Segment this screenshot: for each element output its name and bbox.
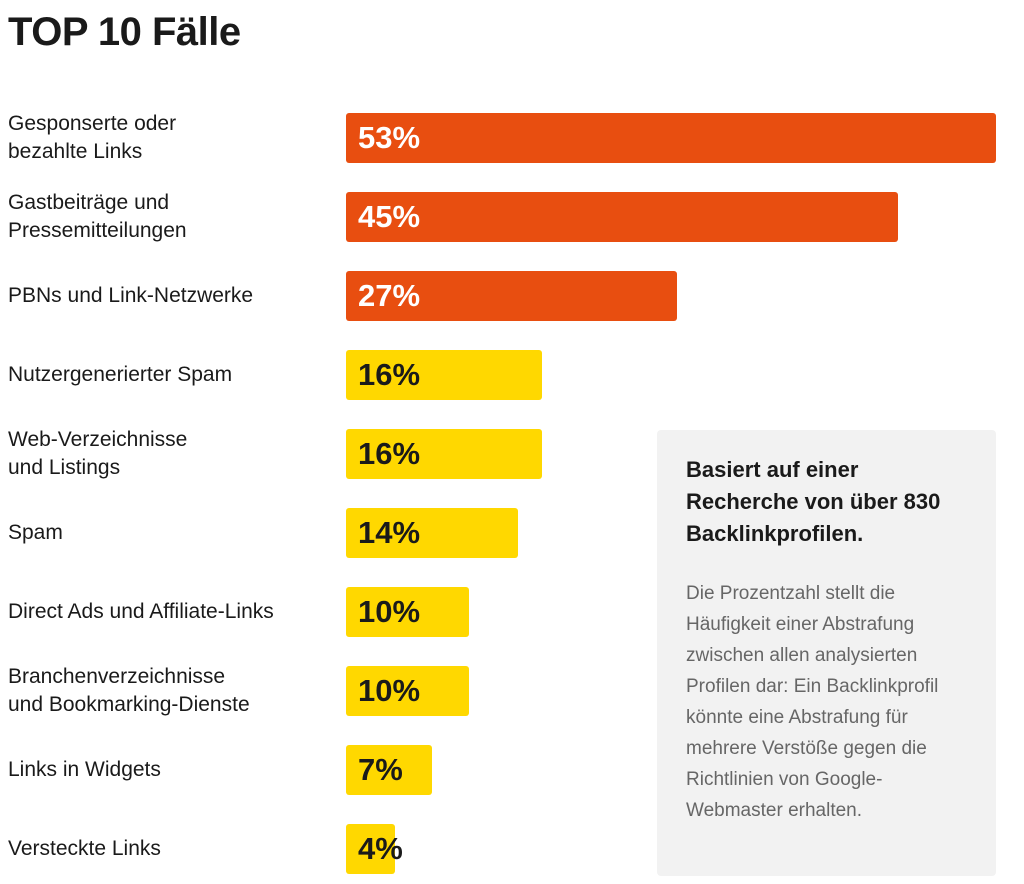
note-box: Basiert auf einer Recherche von über 830…	[657, 430, 996, 876]
note-title: Basiert auf einer Recherche von über 830…	[686, 457, 941, 546]
value-label: 7%	[358, 752, 403, 787]
category-label: Branchenverzeichnisse und Bookmarking-Di…	[8, 665, 250, 716]
category-label: Nutzergenerierter Spam	[8, 363, 233, 386]
bar	[346, 429, 543, 479]
value-label: 16%	[358, 436, 421, 471]
bar	[346, 587, 469, 637]
category-label: Versteckte Links	[8, 837, 161, 860]
bar	[346, 192, 898, 242]
bar	[346, 350, 543, 400]
category-label: Gastbeiträge und Pressemitteilungen	[8, 191, 187, 242]
bar	[346, 824, 396, 874]
category-label: PBNs und Link-Netzwerke	[8, 284, 254, 307]
bar	[346, 666, 469, 716]
bar	[346, 508, 518, 558]
value-label: 4%	[358, 831, 403, 866]
value-label: 45%	[358, 199, 421, 234]
value-label: 53%	[358, 120, 421, 155]
value-label: 10%	[358, 594, 421, 629]
bar	[346, 271, 678, 321]
category-label: Spam	[8, 521, 63, 544]
category-label: Links in Widgets	[8, 758, 161, 781]
bar	[346, 113, 996, 163]
note-text: Die Prozentzahl stellt die Häufigkeit ei…	[686, 583, 939, 821]
category-label: Direct Ads und Affiliate-Links	[8, 600, 274, 623]
bar	[346, 745, 432, 795]
value-label: 14%	[358, 515, 421, 550]
category-label: Gesponserte oder bezahlte Links	[8, 112, 177, 163]
value-label: 16%	[358, 357, 421, 392]
value-label: 27%	[358, 278, 421, 313]
chart-title: TOP 10 Fälle	[8, 10, 241, 54]
value-label: 10%	[358, 673, 421, 708]
category-label: Web-Verzeichnisse und Listings	[8, 428, 188, 479]
